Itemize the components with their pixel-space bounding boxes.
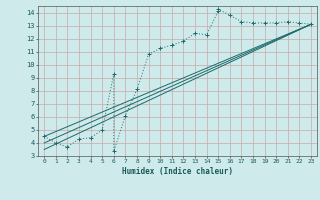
X-axis label: Humidex (Indice chaleur): Humidex (Indice chaleur) [122,167,233,176]
